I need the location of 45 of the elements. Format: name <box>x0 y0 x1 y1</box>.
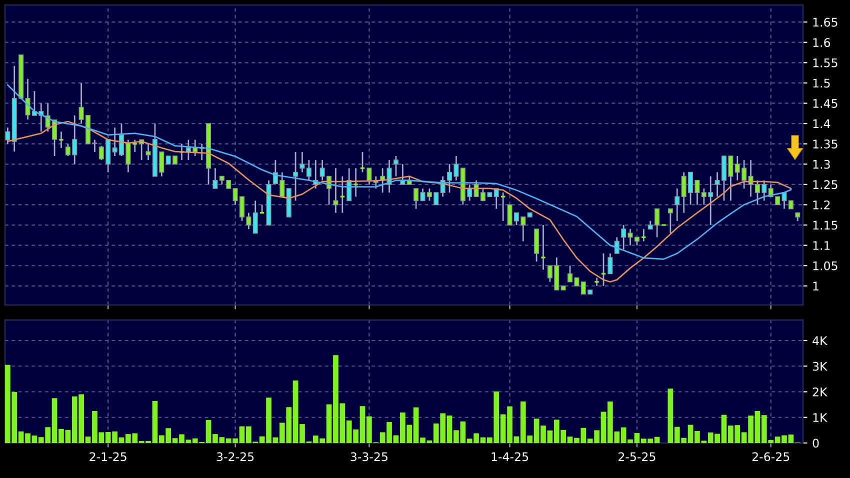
candlestick <box>674 188 680 222</box>
line-series <box>6 120 792 283</box>
candlestick <box>293 151 298 202</box>
y-tick-label: 1.55 <box>813 58 838 68</box>
y-tick-label: 1.3 <box>813 160 830 169</box>
y-tick-label: 1.25 <box>813 180 838 190</box>
y-tick-label: 1.6 <box>813 38 830 47</box>
x-tick-label: 2-5-25 <box>618 452 656 462</box>
y-tick-label: 1.4 <box>813 119 830 128</box>
candlestick <box>333 168 338 214</box>
candlestick <box>306 159 312 182</box>
candlestick <box>621 224 626 250</box>
candlestick <box>5 126 10 145</box>
line-series <box>6 84 792 260</box>
candlestick <box>58 130 64 149</box>
x-tick-label: 1-4-25 <box>492 452 528 462</box>
candlestick <box>540 224 546 270</box>
candlestick <box>393 155 398 178</box>
candlestick <box>300 151 305 173</box>
y-tick-label: 4K <box>812 336 828 345</box>
candlestick <box>420 188 426 202</box>
x-tick-label: 3-2-25 <box>216 452 254 462</box>
candlestick <box>352 168 359 198</box>
x-tick-label: 2-6-25 <box>752 452 790 462</box>
x-tick-label: 2-1-25 <box>90 452 126 462</box>
y-tick-label: 3K <box>812 362 828 371</box>
y-tick-label: 1K <box>813 413 828 422</box>
y-tick-label: 1.65 <box>813 18 838 27</box>
y-tick-label: 1.1 <box>813 241 830 250</box>
y-tick-label: 2K <box>812 387 828 396</box>
y-tick-label: 1.05 <box>813 261 838 270</box>
y-tick-label: 1 <box>813 282 818 290</box>
candlestick <box>608 252 613 274</box>
candlestick <box>414 188 419 210</box>
y-tick-label: 1.15 <box>813 220 838 230</box>
x-tick-label: 3-3-25 <box>350 452 388 462</box>
candlestick <box>252 200 258 234</box>
y-tick-label: 1.5 <box>813 78 830 88</box>
candlestick <box>366 168 372 186</box>
y-tick-label: 1.45 <box>813 99 838 108</box>
y-tick-label: 1.2 <box>813 200 830 210</box>
y-tick-label: 1.35 <box>813 140 838 148</box>
candlestick <box>212 168 218 190</box>
y-tick-label: 0 <box>812 438 819 448</box>
candlestick <box>668 208 673 234</box>
